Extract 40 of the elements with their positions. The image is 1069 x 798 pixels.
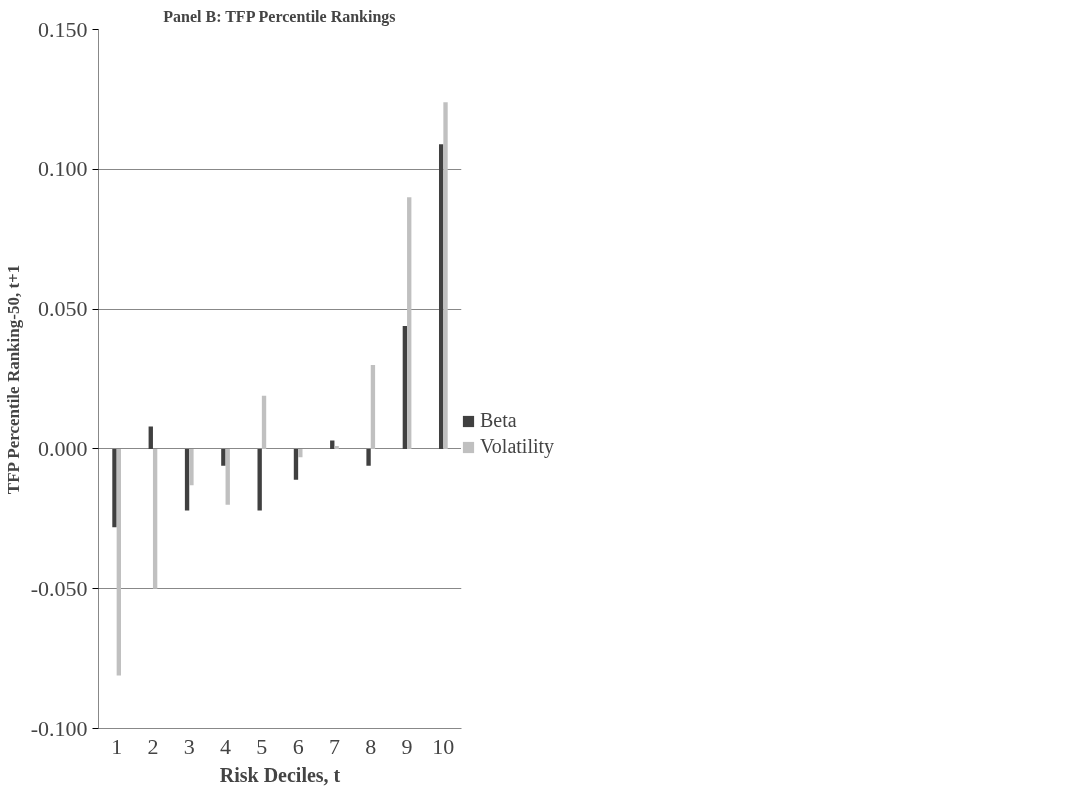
x-tick-label: 3 <box>183 733 195 759</box>
y-tick-label: 0.150 <box>38 16 88 42</box>
y-tick-label: -0.050 <box>30 575 88 601</box>
x-tick-label: 10 <box>432 733 455 759</box>
bar <box>189 448 194 486</box>
bar <box>366 448 371 466</box>
bar <box>407 197 412 449</box>
legend-label: Beta <box>480 409 517 432</box>
x-tick-label: 8 <box>365 733 377 759</box>
x-tick-label: 9 <box>401 733 413 759</box>
chart-title: Panel B: TFP Percentile Rankings <box>163 7 396 26</box>
bar <box>184 448 190 511</box>
x-tick-label: 2 <box>147 733 159 759</box>
legend-label: Volatility <box>480 435 555 458</box>
bar <box>293 448 299 480</box>
bar <box>152 448 158 589</box>
bar <box>402 325 408 449</box>
x-tick-label: 7 <box>328 733 340 759</box>
bar <box>438 144 444 449</box>
bar <box>221 448 226 466</box>
y-tick-label: -0.100 <box>30 715 88 741</box>
y-tick-label: 0.100 <box>38 156 88 182</box>
x-tick-label: 4 <box>220 733 232 759</box>
bar <box>334 446 339 449</box>
x-axis-title: Risk Deciles, t <box>219 763 341 786</box>
bar <box>225 448 230 505</box>
bar <box>261 395 267 449</box>
bar <box>112 448 117 528</box>
bar <box>257 448 262 511</box>
x-tick-label: 5 <box>256 733 268 759</box>
y-tick-label: 0.000 <box>38 435 88 461</box>
y-axis-title: TFP Percentile Ranking-50, t+1 <box>3 264 23 495</box>
bar <box>148 426 153 449</box>
bar <box>443 102 448 449</box>
x-tick-label: 1 <box>111 733 123 759</box>
bar <box>298 448 303 458</box>
x-tick-label: 6 <box>292 733 304 759</box>
bar <box>370 365 376 449</box>
y-tick-label: 0.050 <box>38 296 88 322</box>
bar <box>116 448 122 676</box>
